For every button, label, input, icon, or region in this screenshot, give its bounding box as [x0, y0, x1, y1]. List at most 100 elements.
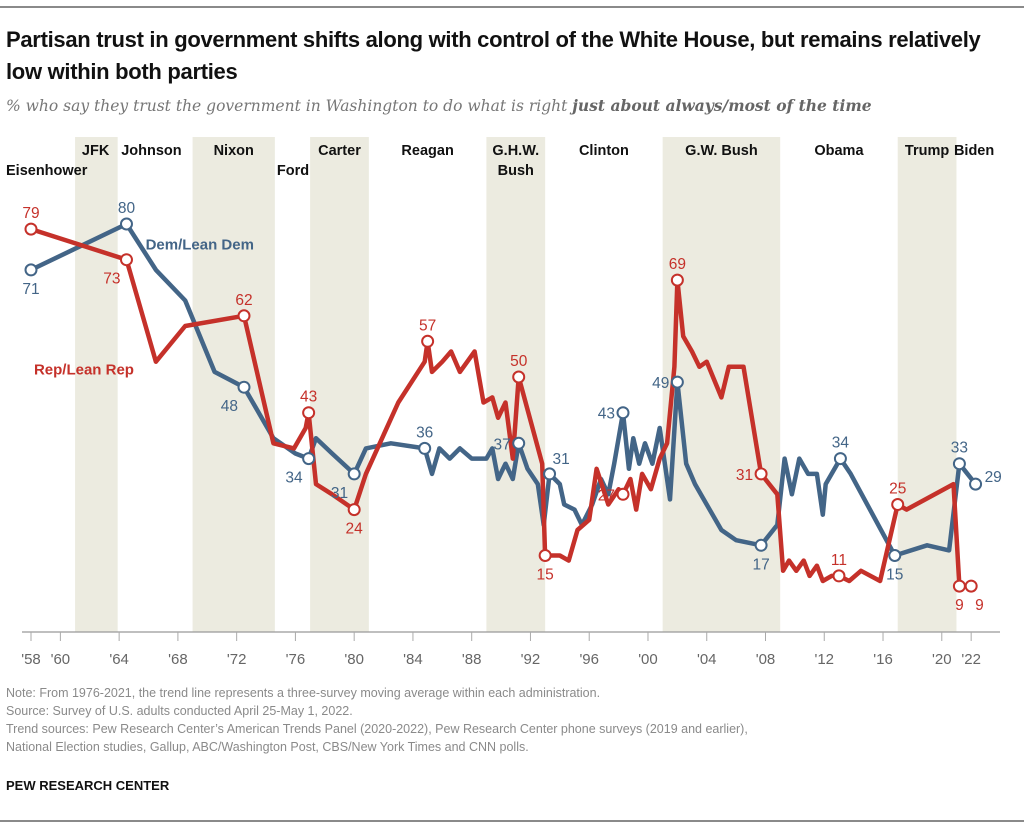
data-point-dem: [119, 217, 133, 231]
data-label-rep: 15: [537, 567, 554, 584]
data-label-dem: 49: [652, 375, 669, 392]
data-point-dem: [670, 375, 684, 389]
data-point-rep: [670, 273, 684, 287]
note-text: Note: From 1976-2021, the trend line rep…: [6, 686, 601, 700]
data-label-dem: 15: [886, 567, 903, 584]
administration-label: Trump: [905, 143, 949, 159]
data-point-dem: [616, 406, 630, 420]
chart-subtitle: % who say they trust the government in W…: [6, 96, 872, 115]
data-label-rep: 50: [510, 353, 528, 370]
data-label-dem: 36: [416, 424, 433, 441]
data-point-dem: [888, 549, 902, 562]
source-text: Source: Survey of U.S. adults conducted …: [6, 704, 353, 718]
data-label-dem: 31: [553, 451, 570, 468]
series-line-rep: [28, 226, 974, 589]
administration-label: Carter: [318, 143, 361, 159]
data-point-rep: [964, 579, 978, 593]
series-markers: [24, 217, 983, 593]
brand-label: PEW RESEARCH CENTER: [6, 778, 170, 793]
x-tick-label: '76: [286, 651, 306, 668]
legend: Dem/Lean Dem Rep/Lean Rep: [34, 237, 254, 379]
x-tick-label: '92: [521, 651, 541, 668]
administration-label: JFK: [82, 143, 110, 159]
x-tick-label: '04: [697, 651, 717, 668]
data-point-rep: [616, 487, 630, 501]
x-tick-label: '84: [403, 651, 423, 668]
data-point-dem: [237, 380, 251, 394]
administration-label: Nixon: [214, 143, 254, 159]
data-point-rep: [24, 222, 38, 236]
data-label-dem: 17: [752, 556, 769, 573]
data-label-rep: 9: [955, 597, 964, 614]
top-rule: [0, 6, 1024, 8]
administration-label: Johnson: [121, 143, 181, 159]
x-tick-label: '68: [168, 651, 188, 668]
data-point-dem: [418, 441, 432, 455]
data-label-rep: 24: [346, 521, 364, 538]
data-label-rep: 11: [831, 552, 847, 569]
value-labels: 71 80 48 34 31 36 37 31 43 49 17 34 15 33 29 79 73 62 43 24…: [22, 200, 1001, 614]
bottom-rule: [0, 820, 1024, 822]
chart-title: Partisan trust in government shifts alon…: [6, 27, 981, 84]
trust-line-chart: Eisenhower JFK Johnson Nixon Ford Carter Reaga…: [6, 137, 1002, 668]
trend-sources-text-1: Trend sources: Pew Research Center’s Ame…: [6, 722, 748, 736]
data-label-rep: 73: [103, 271, 120, 288]
administration-label: Eisenhower: [6, 163, 88, 179]
x-tick-label: '58: [21, 651, 41, 668]
administration-label: G.W. Bush: [685, 143, 758, 159]
data-point-rep: [237, 309, 251, 323]
data-label-rep: 31: [736, 467, 753, 484]
band-trump: [897, 137, 957, 632]
subtitle-plain: % who say they trust the government in W…: [6, 97, 573, 115]
x-tick-label: '12: [814, 651, 834, 668]
data-point-dem: [543, 467, 557, 481]
data-label-rep: 69: [669, 256, 686, 273]
data-label-rep: 79: [22, 205, 39, 222]
data-label-dem: 34: [832, 435, 850, 452]
data-label-dem: 33: [951, 440, 968, 457]
x-tick-label: '64: [109, 651, 129, 668]
x-tick-label: '08: [756, 651, 776, 668]
data-point-rep: [302, 406, 316, 420]
x-tick-label: '20: [932, 651, 952, 668]
x-tick-label: '80: [344, 651, 364, 668]
data-label-dem: 34: [285, 470, 303, 487]
legend-rep: Rep/Lean Rep: [34, 361, 134, 378]
data-label-dem: 31: [331, 485, 348, 502]
data-point-rep: [421, 334, 435, 348]
data-point-rep: [119, 253, 133, 267]
data-label-rep: 9: [975, 597, 984, 614]
data-label-rep: 57: [419, 317, 436, 334]
x-tick-label: '88: [462, 651, 482, 668]
data-label-dem: 43: [598, 406, 615, 423]
band-jfk: [75, 137, 118, 632]
administration-label: Clinton: [579, 143, 629, 159]
x-tick-label: '16: [873, 651, 893, 668]
data-point-rep: [891, 498, 905, 511]
administration-label: Reagan: [401, 143, 453, 159]
data-point-dem: [833, 452, 847, 466]
data-label-rep: 25: [889, 481, 906, 498]
data-label-rep: 62: [235, 292, 252, 309]
data-label-dem: 71: [22, 281, 39, 298]
subtitle-emphasis: just about always/most of the time: [572, 96, 872, 115]
data-label-dem: 48: [221, 398, 238, 415]
administration-label: G.H.W.: [492, 143, 539, 159]
band-nixon: [192, 137, 275, 632]
administration-labels: Eisenhower JFK Johnson Nixon Ford Carter Reaga…: [6, 143, 994, 179]
administration-label: Ford: [277, 163, 309, 179]
administration-bands: [75, 137, 957, 632]
data-point-dem: [969, 477, 983, 491]
data-point-rep: [832, 569, 846, 583]
legend-dem: Dem/Lean Dem: [146, 237, 254, 254]
data-label-rep: 43: [300, 389, 317, 406]
data-point-rep: [347, 503, 361, 517]
data-point-rep: [538, 549, 552, 562]
trend-sources-text-2: National Election studies, Gallup, ABC/W…: [6, 740, 529, 754]
band-carter: [310, 137, 369, 632]
x-axis: '58 '60 '64 '68 '72 '76 '80 '84 '88 '92 '96 '00 '04 '…: [21, 631, 1000, 668]
x-tick-label: '00: [638, 651, 658, 668]
administration-label: Obama: [814, 143, 864, 159]
data-label-dem: 80: [118, 200, 136, 217]
data-label-dem: 37: [493, 436, 510, 453]
